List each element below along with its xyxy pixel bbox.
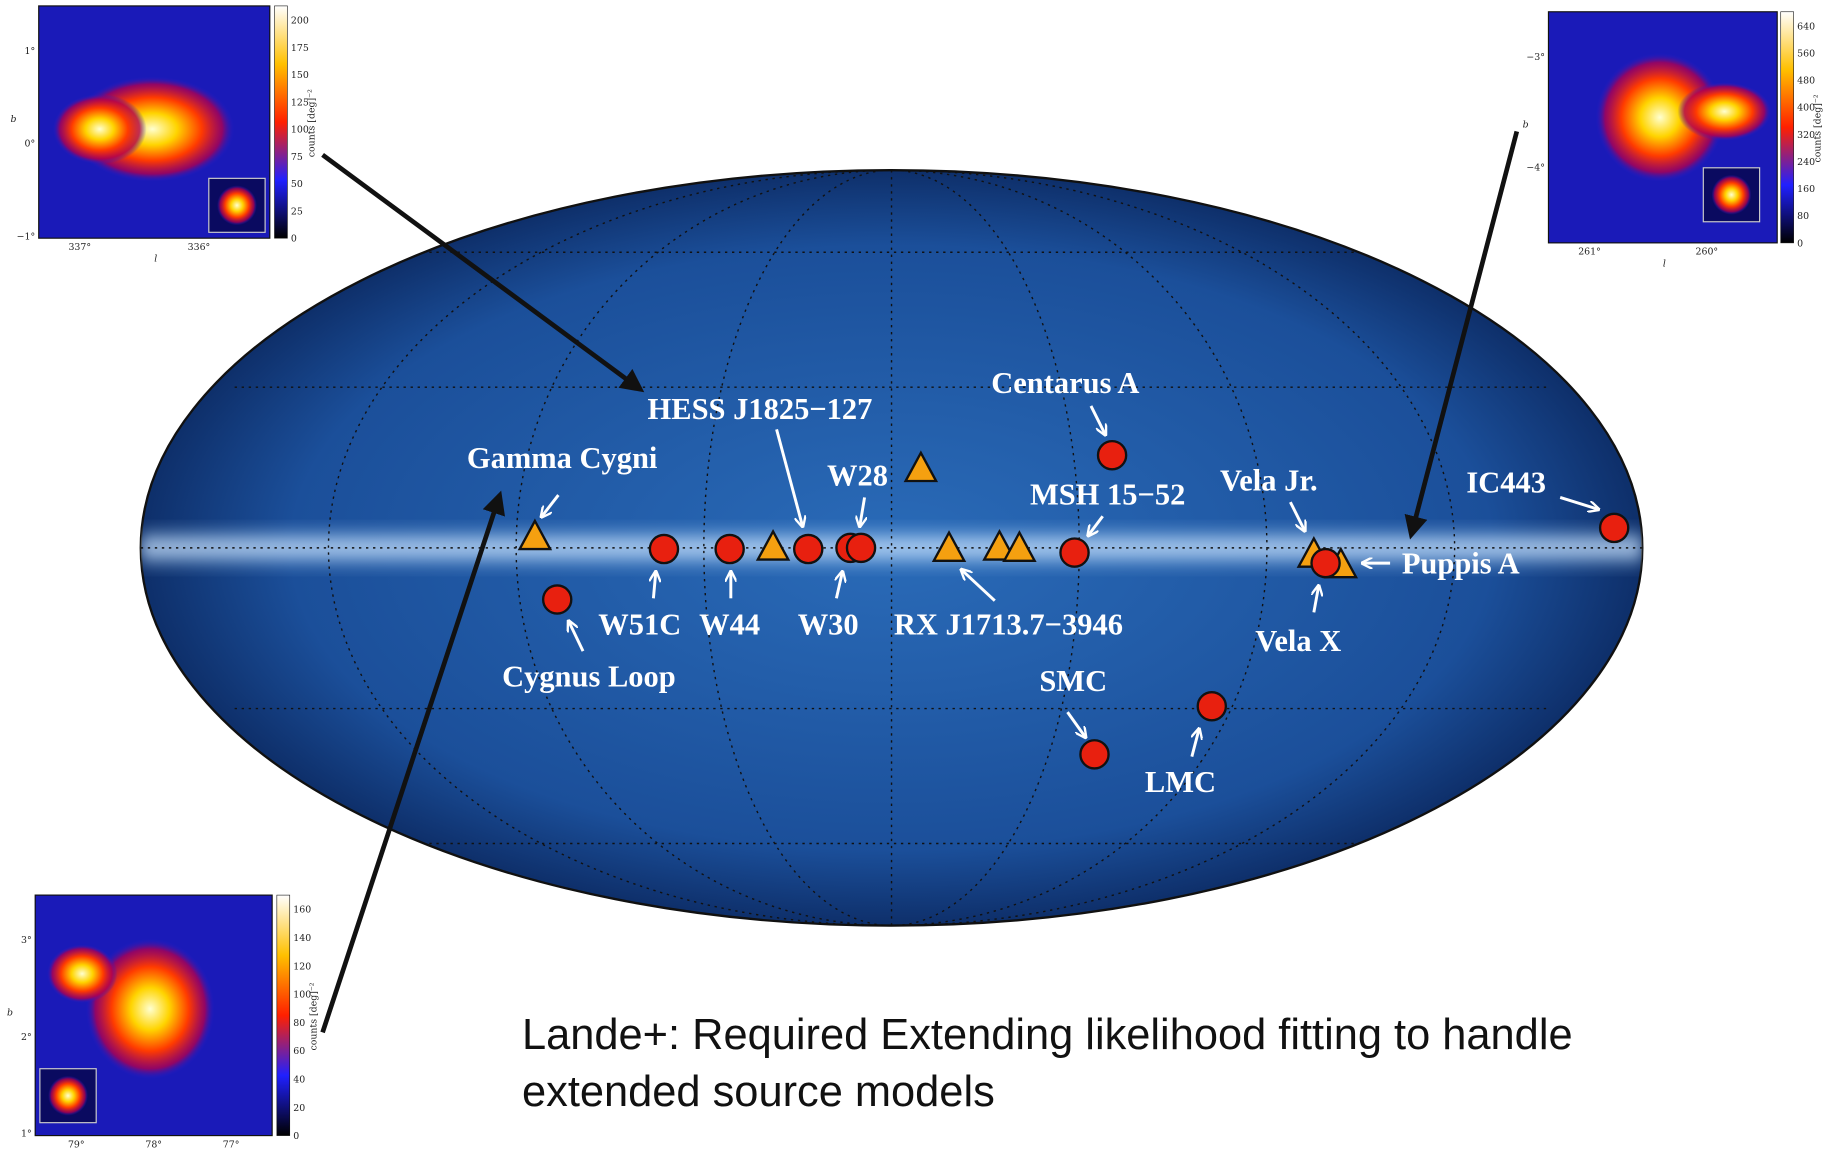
colorbar-tick: 100 — [291, 125, 309, 136]
emission — [52, 93, 147, 165]
psf — [217, 185, 257, 226]
y-label: b — [1523, 119, 1529, 130]
x-tick: 77° — [223, 1139, 240, 1149]
x-tick: 260° — [1696, 247, 1719, 258]
emission — [85, 938, 215, 1080]
colorbar-tick: 160 — [1797, 184, 1815, 195]
colorbar-tick: 140 — [293, 933, 311, 944]
y-tick: 0° — [25, 139, 36, 150]
colorbar-tick: 640 — [1797, 21, 1815, 32]
y-tick: 1° — [21, 1129, 32, 1140]
y-tick: 1° — [25, 46, 36, 57]
colorbar — [274, 5, 288, 239]
x-tick: 337° — [68, 242, 91, 253]
caption-line: Lande+: Required Extending likelihood fi… — [522, 1011, 1573, 1059]
emission — [1677, 82, 1772, 141]
caption-line: extended source models — [522, 1068, 995, 1116]
x-tick: 336° — [188, 242, 211, 253]
y-label: b — [11, 114, 17, 125]
source-label: Vela X — [1255, 624, 1341, 658]
colorbar-tick: 560 — [1797, 48, 1815, 59]
colorbar-tick: 120 — [293, 961, 311, 972]
source-label: Puppis A — [1402, 547, 1520, 581]
y-tick: −1° — [17, 231, 36, 242]
source-label: Gamma Cygni — [467, 441, 658, 475]
colorbar-tick: 60 — [293, 1046, 305, 1057]
psf — [48, 1075, 88, 1116]
y-tick: 3° — [21, 935, 32, 946]
emission — [1595, 52, 1725, 182]
source-label: HESS J1825−127 — [648, 392, 873, 426]
colorbar-tick: 80 — [1797, 211, 1809, 222]
colorbar — [276, 894, 291, 1136]
source-label: W28 — [827, 459, 888, 493]
source-label: W51C — [598, 608, 681, 642]
x-tick: 78° — [145, 1139, 162, 1149]
colorbar-tick: 240 — [1797, 157, 1815, 168]
colorbar-tick: 125 — [291, 97, 309, 108]
colorbar-tick: 20 — [293, 1103, 305, 1114]
source-label: Cygnus Loop — [502, 659, 676, 693]
source-label: LMC — [1145, 765, 1216, 799]
source-label: MSH 15−52 — [1030, 477, 1185, 511]
colorbar-tick: 75 — [291, 152, 303, 163]
source-label: IC443 — [1466, 466, 1546, 500]
colorbar-tick: 50 — [291, 179, 303, 190]
inset-plot: 640 560 480 400 320 240 160 80 0 counts [deg]⁻² −3… — [1523, 11, 1824, 269]
colorbar-tick: 40 — [293, 1075, 305, 1086]
inset-plot: 200 175 150 125 100 75 50 25 0 counts [deg]⁻² 1° 0°… — [11, 5, 317, 265]
colorbar-tick: 175 — [291, 43, 309, 54]
source-label: Centarus A — [991, 366, 1139, 400]
colorbar-tick: 320 — [1797, 130, 1815, 141]
colorbar-tick: 25 — [291, 206, 303, 217]
y-label: b — [7, 1007, 13, 1018]
colorbar-tick: 160 — [293, 905, 311, 916]
colorbar-tick: 100 — [293, 990, 311, 1001]
colorbar-label: counts [deg]⁻² — [1813, 94, 1824, 162]
inset-plot: 160 140 120 100 80 60 40 20 0 counts [deg]⁻² 3° 2° 1… — [7, 894, 320, 1149]
sky-map — [139, 168, 1644, 927]
colorbar-tick: 150 — [291, 70, 309, 81]
colorbar-tick: 400 — [1797, 103, 1815, 114]
source-markers — [517, 439, 1630, 770]
source-label: Vela Jr. — [1220, 463, 1318, 497]
source-label: SMC — [1039, 664, 1107, 698]
colorbar-tick: 0 — [291, 234, 297, 245]
y-tick: −3° — [1526, 52, 1545, 63]
colorbar-label: counts [deg]⁻² — [306, 89, 317, 157]
y-tick: 2° — [21, 1032, 32, 1043]
colorbar — [1780, 11, 1794, 244]
source-label: W30 — [798, 608, 859, 642]
x-tick: 261° — [1578, 247, 1601, 258]
psf — [1711, 174, 1752, 215]
caption: Lande+: Required Extending likelihood fi… — [522, 1011, 1573, 1116]
label-arrows — [542, 405, 1598, 758]
colorbar-tick: 0 — [1797, 238, 1803, 249]
colorbar-label: counts [deg]⁻² — [309, 982, 320, 1050]
inset-arrows — [320, 130, 1520, 1034]
colorbar-tick: 200 — [291, 16, 309, 27]
x-tick: 79° — [68, 1139, 85, 1149]
emission — [46, 944, 118, 1004]
source-label: RX J1713.7−3946 — [894, 608, 1123, 642]
x-label: l — [1663, 258, 1666, 269]
colorbar-tick: 480 — [1797, 76, 1815, 87]
y-tick: −4° — [1526, 162, 1545, 173]
colorbar-tick: 80 — [293, 1018, 305, 1029]
x-label: l — [154, 254, 157, 265]
source-label: W44 — [699, 608, 760, 642]
colorbar-tick: 0 — [293, 1131, 299, 1142]
